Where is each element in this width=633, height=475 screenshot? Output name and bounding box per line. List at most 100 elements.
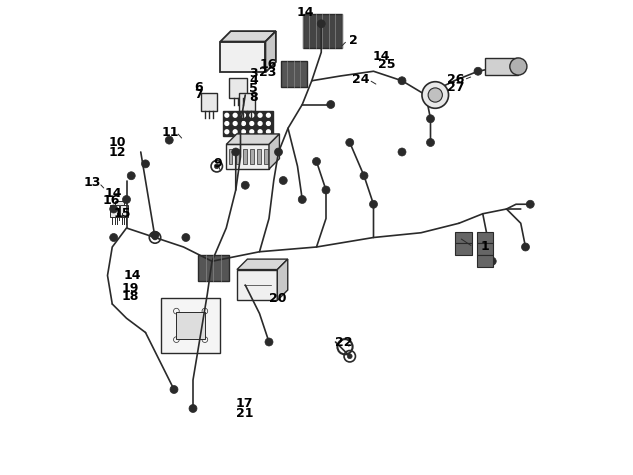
Polygon shape [235,149,239,164]
Circle shape [153,235,158,240]
Text: 24: 24 [352,73,370,86]
Polygon shape [110,206,119,218]
Circle shape [165,136,173,144]
Circle shape [398,148,406,156]
Circle shape [298,196,306,203]
Circle shape [427,115,434,123]
Circle shape [266,122,270,125]
Circle shape [266,114,270,117]
Circle shape [142,160,149,168]
Circle shape [250,114,254,117]
Circle shape [225,130,229,133]
Text: 27: 27 [447,81,465,95]
Polygon shape [226,134,279,144]
Polygon shape [176,312,206,339]
Text: 10: 10 [108,136,126,149]
Text: 20: 20 [269,292,286,305]
Circle shape [215,164,219,169]
Circle shape [127,172,135,180]
Polygon shape [220,42,265,72]
Polygon shape [269,134,279,169]
Polygon shape [250,149,254,164]
Text: 14: 14 [124,269,141,282]
Circle shape [265,338,273,346]
Text: 25: 25 [378,57,396,71]
Polygon shape [280,61,307,86]
Polygon shape [485,58,518,75]
Text: 7: 7 [194,88,203,102]
Circle shape [313,158,320,165]
Polygon shape [477,244,494,256]
Polygon shape [115,201,123,213]
Circle shape [242,130,246,133]
Circle shape [189,405,197,412]
Text: 15: 15 [114,207,132,220]
Polygon shape [243,149,246,164]
Circle shape [123,196,130,203]
Circle shape [110,205,118,213]
Circle shape [522,243,529,251]
Text: 4: 4 [249,74,258,87]
Circle shape [275,148,282,156]
Circle shape [225,114,229,117]
Circle shape [488,257,496,265]
Text: 17: 17 [235,397,253,410]
Polygon shape [220,31,276,42]
Circle shape [233,130,237,133]
Circle shape [232,148,240,156]
Text: 8: 8 [249,91,258,104]
Text: 5: 5 [249,82,258,95]
Polygon shape [257,149,261,164]
Polygon shape [455,244,472,256]
Text: 9: 9 [213,157,222,171]
Text: 1: 1 [480,240,489,254]
Polygon shape [277,259,288,300]
Circle shape [322,186,330,194]
Polygon shape [161,298,220,352]
Text: 14: 14 [296,6,314,19]
Circle shape [225,122,229,125]
Text: 11: 11 [161,125,179,139]
Circle shape [327,101,335,108]
Circle shape [510,58,527,75]
Circle shape [170,386,178,393]
Circle shape [241,181,249,189]
Polygon shape [239,93,254,111]
Circle shape [398,77,406,85]
Text: 12: 12 [108,146,126,160]
Polygon shape [265,31,276,72]
Circle shape [370,200,377,208]
Polygon shape [477,256,494,267]
Circle shape [182,234,190,241]
Circle shape [360,172,368,180]
Circle shape [428,88,442,102]
Polygon shape [229,78,247,98]
Polygon shape [477,232,494,243]
Text: 23: 23 [260,66,277,79]
Text: 21: 21 [235,407,253,420]
Text: 13: 13 [83,176,101,190]
Text: 6: 6 [194,81,203,95]
Polygon shape [229,149,232,164]
Circle shape [110,234,118,241]
Circle shape [258,122,262,125]
Text: 22: 22 [335,335,353,349]
Text: 3: 3 [249,67,258,80]
Text: 14: 14 [372,49,390,63]
Circle shape [427,139,434,146]
Text: 18: 18 [122,290,139,304]
Circle shape [250,130,254,133]
Polygon shape [237,270,277,300]
Circle shape [250,122,254,125]
Circle shape [233,122,237,125]
Circle shape [279,177,287,184]
Circle shape [474,67,482,75]
Circle shape [242,122,246,125]
Circle shape [242,114,246,117]
Circle shape [348,354,352,359]
Circle shape [233,114,237,117]
Circle shape [422,82,449,108]
Text: 14: 14 [104,187,122,200]
Polygon shape [226,144,269,169]
Circle shape [266,130,270,133]
